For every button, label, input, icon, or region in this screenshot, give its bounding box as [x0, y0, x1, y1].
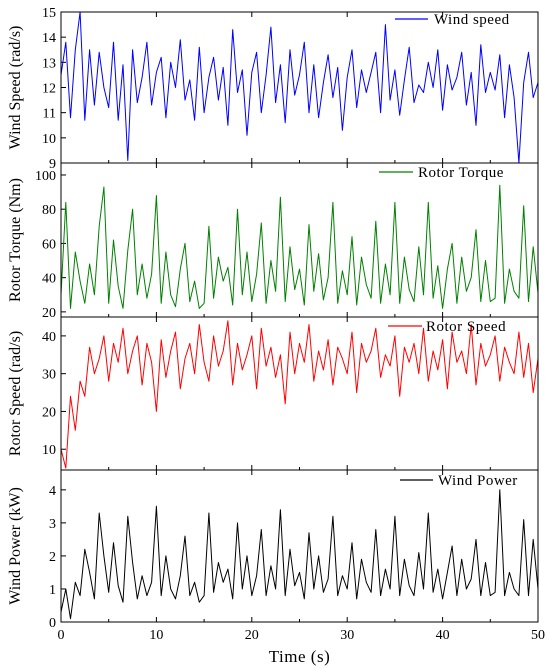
y-axis-label: Rotor Torque (Nm) — [7, 178, 24, 302]
legend-label: Rotor Speed — [426, 319, 506, 335]
x-tick-label: 30 — [340, 628, 354, 643]
x-tick-label: 50 — [531, 628, 545, 643]
series-line-2 — [60, 184, 539, 309]
y-axis-label: Wind Power (kW) — [7, 487, 24, 605]
y-tick-label: 4 — [49, 484, 56, 499]
legend-1: Wind speed — [395, 12, 510, 28]
y-tick-label: 40 — [42, 272, 56, 287]
series-line-1 — [60, 11, 539, 164]
y-tick-label: 13 — [42, 56, 56, 71]
y-tick-label: 60 — [42, 237, 56, 252]
y-tick-label: 1 — [49, 583, 56, 598]
y-tick-label: 30 — [42, 368, 56, 383]
y-axis-label: Rotor Speed (rad/s) — [7, 331, 24, 456]
plot-frame-1 — [60, 11, 539, 164]
legend-4: Wind Power — [400, 473, 518, 489]
y-tick-label: 2 — [49, 550, 56, 565]
legend-3: Rotor Speed — [388, 319, 506, 335]
y-tick-label: 15 — [42, 6, 56, 21]
y-tick-label: 20 — [42, 405, 56, 420]
legend-label: Wind Power — [438, 473, 518, 489]
legend-label: Rotor Torque — [418, 165, 504, 181]
y-tick-label: 80 — [42, 203, 56, 218]
y-tick-label: 14 — [42, 31, 56, 46]
plot-frame-4 — [60, 469, 539, 623]
y-tick-label: 10 — [42, 132, 56, 147]
chart-panel-2: 20 40 60 80 100 Rotor Torque Rotor Torque (Nm) — [7, 162, 539, 321]
series-line-4 — [60, 489, 539, 620]
chart-panel-1: 9 10 11 12 13 14 15 Wind speed Wind Speed (rad/s… — [7, 6, 539, 172]
x-tick-label: 0 — [58, 628, 65, 643]
y-tick-label: 0 — [49, 616, 56, 631]
plot-frame-2 — [60, 162, 539, 318]
y-tick-label: 40 — [42, 330, 56, 345]
y-axis-label: Wind Speed (rad/s) — [7, 26, 24, 150]
x-axis-label: Time (s) — [269, 647, 330, 666]
y-tick-label: 10 — [42, 443, 56, 458]
x-tick-label: 10 — [149, 628, 163, 643]
plot-frame-3 — [60, 316, 539, 471]
y-tick-label: 20 — [42, 306, 56, 321]
x-tick-label: 20 — [245, 628, 259, 643]
y-tick-label: 3 — [49, 517, 56, 532]
legend-2: Rotor Torque — [379, 165, 504, 181]
chart-panel-3: 10 20 30 40 Rotor Speed Rotor Speed (rad/s) — [7, 316, 539, 471]
x-tick-label: 40 — [436, 628, 450, 643]
y-tick-label: 9 — [49, 157, 56, 172]
chart-panel-4: 0 1 2 3 4 Wind Power Wind Power (kW) — [7, 469, 539, 631]
y-tick-label: 12 — [42, 82, 56, 97]
y-tick-label: 100 — [35, 169, 56, 184]
legend-label: Wind speed — [434, 12, 510, 28]
y-tick-label: 11 — [43, 107, 56, 122]
series-line-3 — [60, 320, 539, 469]
